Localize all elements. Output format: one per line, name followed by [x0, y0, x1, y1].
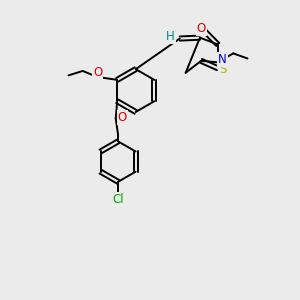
Text: S: S	[219, 63, 227, 76]
Text: H: H	[166, 30, 175, 43]
Text: O: O	[118, 111, 127, 124]
Text: O: O	[93, 66, 103, 79]
Text: O: O	[196, 22, 206, 34]
Text: Cl: Cl	[112, 193, 124, 206]
Text: N: N	[218, 53, 226, 66]
